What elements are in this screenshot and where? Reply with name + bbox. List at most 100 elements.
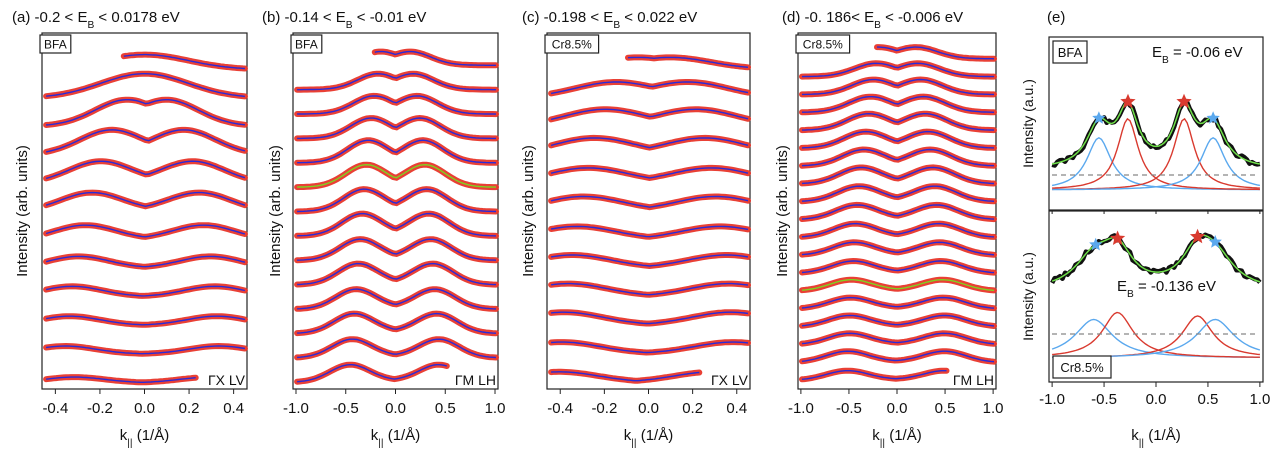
- y-axis-label: Intensity (a.u.): [1020, 79, 1036, 168]
- panel-b: (b) -0.14 < EB < -0.01 eV Intensity (arb.…: [262, 9, 505, 449]
- y-axis-label: Intensity (arb. units): [14, 145, 31, 277]
- data-curve: [294, 286, 499, 312]
- fit-curve: [46, 99, 245, 126]
- data-curve: [43, 313, 248, 328]
- x-axis-label: k|| (1/Å): [120, 427, 169, 449]
- data-curve: [294, 260, 499, 288]
- fit-curve: [801, 204, 995, 220]
- x-tick-label: 0.4: [223, 400, 244, 417]
- fit-curve: [801, 185, 995, 202]
- panel-title-part: < -0.01 eV: [353, 9, 427, 26]
- lorentzian-component: [1052, 311, 1260, 358]
- fit-curve: [550, 254, 749, 267]
- x-tick-label: -0.2: [87, 400, 113, 417]
- x-axis-label-part: k: [1131, 427, 1139, 444]
- data-curve: [548, 280, 751, 298]
- data-curve: [43, 222, 248, 240]
- energy-annotation: EB = -0.136 eV: [1117, 278, 1216, 300]
- x-tick-label: 0.5: [1198, 391, 1219, 408]
- subplot-top: Intensity (a.u.) EB = -0.06 eV BFA: [1020, 36, 1264, 214]
- x-axis-label: k|| (1/Å): [371, 427, 420, 449]
- x-axis-label: k|| (1/Å): [624, 427, 673, 449]
- corner-label: ΓX LV: [208, 372, 246, 388]
- fit-curve: [551, 282, 749, 296]
- sample-label-box: [795, 34, 851, 54]
- x-axis-label-part: k: [872, 427, 880, 444]
- fit-curve: [801, 241, 995, 256]
- corner-label: ΓM LH: [455, 372, 496, 388]
- peak-marker-red: [1120, 93, 1136, 109]
- sample-label-box: [290, 34, 323, 54]
- fit-curve: [550, 225, 749, 238]
- x-axis-label-part: (1/Å): [885, 427, 922, 444]
- peak-marker-blue: [1092, 111, 1106, 124]
- corner-label: ΓX LV: [711, 372, 749, 388]
- panel-title-part: (c): [522, 9, 544, 26]
- x-tick-label: 1.0: [983, 400, 1004, 417]
- panel-a: (a) -0.2 < EB < 0.0178 eV Intensity (arb.…: [12, 9, 248, 449]
- raw-data-curve: [1051, 98, 1261, 168]
- sample-label: Cr8.5%: [1060, 360, 1104, 375]
- y-axis-label: Intensity (arb. units): [520, 145, 537, 277]
- fit-curve: [297, 188, 497, 213]
- x-tick-label: -1.0: [1039, 391, 1065, 408]
- x-axis-label-part: ||: [1139, 438, 1144, 449]
- x-tick-label: -0.4: [547, 400, 573, 417]
- panel-title-part: < -0.006 eV: [881, 9, 963, 26]
- data-curve: [799, 183, 997, 205]
- fit-curve: [802, 95, 995, 113]
- data-curve: [799, 164, 997, 187]
- panel-title-part: -0.2 < E: [35, 9, 88, 26]
- x-tick-label: 0.5: [435, 400, 456, 417]
- panel-d: (d) -0. 186< EB < -0.006 eV Intensity (ar…: [774, 9, 1004, 449]
- panel-title-part: B: [613, 20, 620, 31]
- data-curve: [43, 253, 248, 270]
- data-curve: [294, 114, 499, 142]
- fit-curve: [45, 191, 246, 208]
- fit-curve: [45, 315, 246, 326]
- x-tick-label: 0.0: [385, 400, 406, 417]
- x-tick-label: -0.2: [591, 400, 617, 417]
- x-axis-label: k|| (1/Å): [872, 427, 921, 449]
- fit-curve: [801, 314, 995, 327]
- fit-curve: [374, 50, 496, 66]
- fit-curve: [801, 112, 995, 131]
- energy-annotation-part: B: [1162, 55, 1169, 66]
- fit-curve: [801, 350, 995, 363]
- x-tick-label: -0.5: [836, 400, 862, 417]
- fit-curve: [801, 130, 995, 149]
- x-tick-label: 0.2: [179, 400, 200, 417]
- panel-title-part: -0.14 < E: [285, 9, 346, 26]
- plot-frame: [41, 32, 248, 390]
- panel-title-part: -0. 186< E: [805, 9, 875, 26]
- data-curve: [548, 164, 751, 181]
- data-curve: [294, 361, 450, 385]
- fit-curve: [45, 255, 246, 268]
- sample-label-box: [39, 34, 72, 54]
- data-curve: [43, 70, 248, 100]
- peak-marker-blue: [1089, 237, 1103, 251]
- energy-annotation-part: = -0.06 eV: [1169, 44, 1243, 61]
- fit-curve: [297, 312, 497, 334]
- fit-curve: [297, 95, 497, 115]
- fit-curve: [45, 285, 246, 297]
- peak-marker-blue: [1208, 235, 1222, 248]
- data-curve: [43, 158, 248, 182]
- x-axis-label-part: ||: [631, 438, 636, 449]
- fit-curve: [627, 56, 749, 68]
- fit-curve: [801, 296, 995, 309]
- subplot-bottom: Intensity (a.u.) EB = -0.136 eV Cr8.5%: [1020, 210, 1264, 387]
- fit-curve: [297, 364, 447, 383]
- sample-label: BFA: [1058, 45, 1083, 60]
- x-tick-label: -0.5: [1091, 391, 1117, 408]
- sample-label-box: [1052, 40, 1088, 64]
- x-axis-label-part: k: [371, 427, 379, 444]
- fit-curve: [801, 260, 995, 274]
- fit-curve: [297, 288, 497, 310]
- energy-annotation-part: E: [1117, 278, 1127, 295]
- peak-marker-blue: [1206, 111, 1220, 124]
- fit-curve: [551, 371, 700, 382]
- panel-title-part: < 0.0178 eV: [94, 9, 180, 26]
- fit-curve: [46, 376, 196, 383]
- sample-label: Cr8.5%: [552, 38, 592, 52]
